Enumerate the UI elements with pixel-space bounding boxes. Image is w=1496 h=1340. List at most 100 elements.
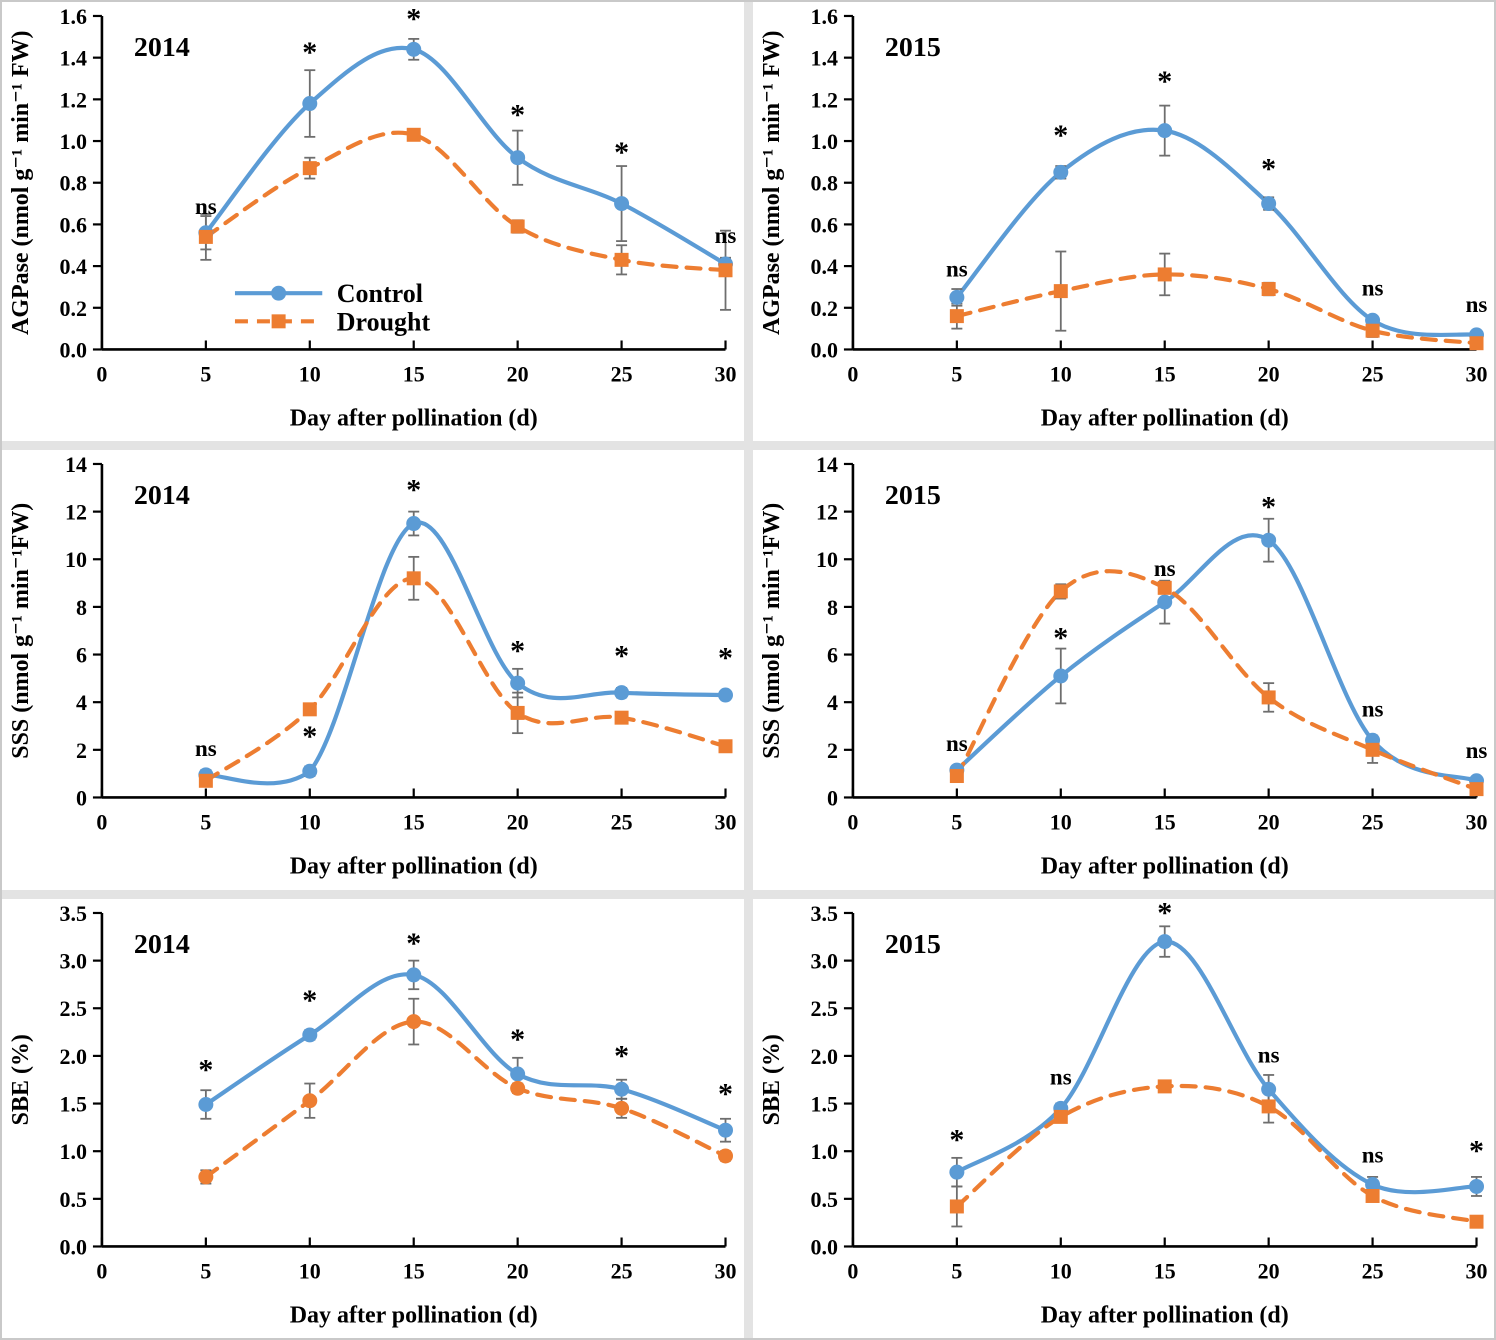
axes: 0.0 0.2 0.4 0.6 0.8 1.0 1.2 1.4 1.6 0 5 10 15 20 25 30: [810, 4, 1487, 386]
drought-square-marker: [1157, 581, 1172, 596]
x-tick-label: 30: [715, 1258, 737, 1283]
drought-square-marker: [198, 229, 213, 244]
series-circle-marker: [302, 1092, 318, 1108]
y-tick-label: 3.0: [810, 948, 837, 973]
line-drought: [203, 130, 728, 273]
drought-square-marker: [198, 774, 213, 789]
axes: 0 2 4 6 8 10 12 14 0 5 10 15 20 25 30: [65, 452, 737, 834]
y-tick-label: 0: [826, 786, 837, 811]
axes: 0.0 0.5 1.0 1.5 2.0 2.5 3.0 3.5 0 5 10 15 20 25 30: [59, 901, 736, 1283]
series-circle-marker: [198, 1169, 214, 1185]
y-axis-title: SBE (%): [758, 1034, 784, 1125]
drought-square-marker: [1261, 282, 1276, 297]
series-circle-marker: [1468, 1178, 1484, 1194]
sig-star: *: [302, 721, 317, 754]
series-markers: [198, 41, 734, 278]
sig-ns: ns: [1465, 292, 1487, 317]
panel-sss-2014: 0 2 4 6 8 10 12 14 0 5 10 15 20 25 30 SSS (nmol g⁻¹ min…: [2, 450, 744, 890]
sig-ns: ns: [945, 731, 967, 756]
y-tick-label: 0.0: [59, 1234, 86, 1259]
y-tick-label: 4: [76, 691, 87, 716]
error-bars: [200, 959, 732, 1185]
series-markers: [198, 967, 734, 1185]
y-tick-label: 10: [65, 548, 87, 573]
y-axis-title: SSS (nmol g⁻¹ min⁻¹FW): [758, 503, 784, 759]
y-tick-label: 2: [76, 738, 87, 763]
legend-label-control: Control: [337, 279, 423, 308]
x-tick-label: 25: [1361, 810, 1383, 835]
x-tick-label: 15: [403, 810, 425, 835]
y-tick-label: 2: [826, 738, 837, 763]
x-tick-label: 5: [951, 361, 962, 386]
x-tick-label: 15: [403, 361, 425, 386]
y-tick-label: 0: [76, 786, 87, 811]
error-bars: [950, 925, 1482, 1228]
y-tick-label: 0.2: [59, 296, 86, 321]
x-tick-label: 25: [611, 361, 633, 386]
y-tick-label: 10: [815, 548, 837, 573]
significance-labels: ns * * * * ns: [195, 2, 736, 248]
sig-star: *: [198, 1053, 213, 1086]
series-markers: [948, 533, 1484, 797]
series-markers: [198, 516, 734, 789]
drought-square-marker: [614, 711, 629, 725]
y-tick-label: 8: [76, 595, 87, 620]
y-tick-label: 12: [65, 500, 87, 525]
series-circle-marker: [1364, 1176, 1380, 1192]
x-axis-title: Day after pollination (d): [1040, 854, 1288, 880]
sig-ns: ns: [195, 736, 217, 761]
panel-agpase-2014: 0.0 0.2 0.4 0.6 0.8 1.0 1.2 1.4 1.6 0 5 10 15 20 25 30 A…: [2, 2, 744, 442]
y-tick-label: 3.5: [59, 901, 86, 926]
series-circle-marker: [406, 41, 422, 57]
x-tick-label: 10: [1049, 1258, 1071, 1283]
y-tick-label: 1.0: [59, 1139, 86, 1164]
line-control: [203, 520, 728, 786]
series-circle-marker: [718, 1148, 734, 1164]
x-tick-label: 0: [96, 361, 107, 386]
axes: 0 2 4 6 8 10 12 14 0 5 10 15 20 25 30: [815, 452, 1487, 834]
x-tick-label: 30: [1465, 810, 1487, 835]
chart-svg-agpase-2014: 0.0 0.2 0.4 0.6 0.8 1.0 1.2 1.4 1.6 0 5 10 15 20 25 30 A…: [8, 2, 737, 431]
chart-svg-sbe-2015: 0.0 0.5 1.0 1.5 2.0 2.5 3.0 3.5 0 5 10 15 20 25 30 SBE …: [758, 899, 1487, 1328]
drought-square-marker: [302, 161, 317, 176]
series-circle-marker: [302, 764, 318, 780]
series-circle-marker: [614, 196, 630, 212]
x-tick-label: 20: [1257, 1258, 1279, 1283]
drought-square-marker: [1365, 323, 1380, 338]
significance-labels: ns * * * * *: [195, 474, 733, 761]
series-circle-marker: [1052, 668, 1068, 684]
sig-ns: ns: [945, 257, 967, 282]
series-circle-marker: [1156, 594, 1172, 610]
y-tick-label: 2.0: [810, 1044, 837, 1069]
line-control: [954, 127, 1479, 338]
x-tick-label: 10: [299, 361, 321, 386]
drought-square-marker: [510, 706, 525, 721]
sig-ns: ns: [1361, 697, 1383, 722]
sig-star: *: [302, 36, 317, 69]
series-lines: [203, 45, 728, 273]
series-circle-marker: [302, 96, 318, 112]
drought-square-marker: [1053, 284, 1068, 299]
line-control: [954, 533, 1479, 784]
sig-star: *: [1053, 622, 1068, 655]
significance-labels: * * * * * *: [198, 927, 733, 1111]
y-axis-title: SBE (%): [8, 1034, 34, 1125]
drought-square-marker: [1469, 336, 1484, 351]
x-tick-label: 30: [715, 810, 737, 835]
x-tick-label: 5: [200, 361, 211, 386]
x-tick-label: 5: [200, 1258, 211, 1283]
sig-star: *: [1053, 119, 1068, 152]
error-bars: [200, 511, 732, 786]
y-tick-label: 8: [826, 595, 837, 620]
series-circle-marker: [1156, 933, 1172, 949]
series-lines: [203, 971, 728, 1179]
legend-label-drought: Drought: [337, 307, 431, 336]
y-tick-label: 1.0: [810, 129, 837, 154]
line-control: [954, 939, 1479, 1194]
x-tick-label: 20: [1257, 361, 1279, 386]
x-tick-label: 0: [96, 1258, 107, 1283]
line-drought: [954, 1083, 1479, 1224]
drought-square-marker: [1157, 267, 1172, 282]
sig-star: *: [1157, 899, 1172, 930]
line-drought: [203, 1019, 728, 1179]
